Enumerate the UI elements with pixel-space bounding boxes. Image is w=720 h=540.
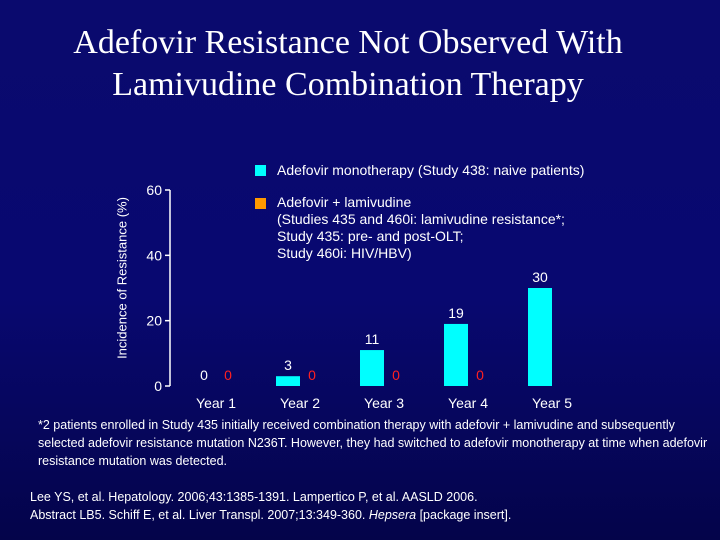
footnote: *2 patients enrolled in Study 435 initia… <box>38 418 708 468</box>
bar-value-label: 30 <box>532 269 548 285</box>
bar-value-label: 0 <box>476 367 484 383</box>
bar <box>444 323 468 386</box>
legend-label-monotherapy: Adefovir monotherapy (Study 438: naive p… <box>277 162 585 178</box>
bar <box>360 350 384 386</box>
slide-title: Adefovir Resistance Not Observed With La… <box>0 22 696 106</box>
bar-value-label: 19 <box>448 305 464 321</box>
reference-line-2-pre: Abstract LB5. Schiff E, et al. Liver Tra… <box>30 508 369 522</box>
legend-swatch-monotherapy <box>255 165 266 176</box>
title-line-1: Adefovir Resistance Not Observed With <box>73 24 623 61</box>
legend-line-3: Study 435: pre- and post-OLT; <box>277 228 464 244</box>
title-line-2: Lamivudine Combination Therapy <box>112 66 584 103</box>
legend-label-combination: Adefovir + lamivudine (Studies 435 and 4… <box>277 194 565 262</box>
x-category-label: Year 1 <box>196 395 236 411</box>
bar <box>528 288 552 386</box>
x-category-label: Year 2 <box>280 395 320 411</box>
legend-line-2: (Studies 435 and 460i: lamivudine resist… <box>277 211 565 227</box>
bar-value-label: 0 <box>224 367 232 383</box>
bar-value-label: 3 <box>284 357 292 373</box>
bar-value-label: 0 <box>200 367 208 383</box>
reference-line-1: Lee YS, et al. Hepatology. 2006;43:1385-… <box>30 490 478 504</box>
legend-line-1: Adefovir + lamivudine <box>277 194 412 210</box>
reference-line-2-post: [package insert]. <box>416 508 512 522</box>
y-tick-label: 0 <box>154 378 162 394</box>
bar-value-label: 11 <box>365 331 380 347</box>
y-tick-label: 40 <box>146 247 162 263</box>
reference-line-2-italic: Hepsera <box>368 508 417 522</box>
references: Lee YS, et al. Hepatology. 2006;43:1385-… <box>30 488 710 524</box>
x-category-label: Year 5 <box>532 395 572 411</box>
x-category-label: Year 4 <box>448 395 488 411</box>
x-category-label: Year 3 <box>364 395 404 411</box>
bar-value-label: 0 <box>308 367 316 383</box>
y-tick-label: 60 <box>146 182 162 198</box>
bar <box>276 376 300 386</box>
y-tick-label: 20 <box>146 313 162 329</box>
legend-line-4: Study 460i: HIV/HBV) <box>277 245 412 261</box>
reference-line-2: Abstract LB5. Schiff E, et al. Liver Tra… <box>30 506 710 524</box>
bar-value-label: 0 <box>392 367 400 383</box>
legend-swatch-combination <box>255 198 266 209</box>
